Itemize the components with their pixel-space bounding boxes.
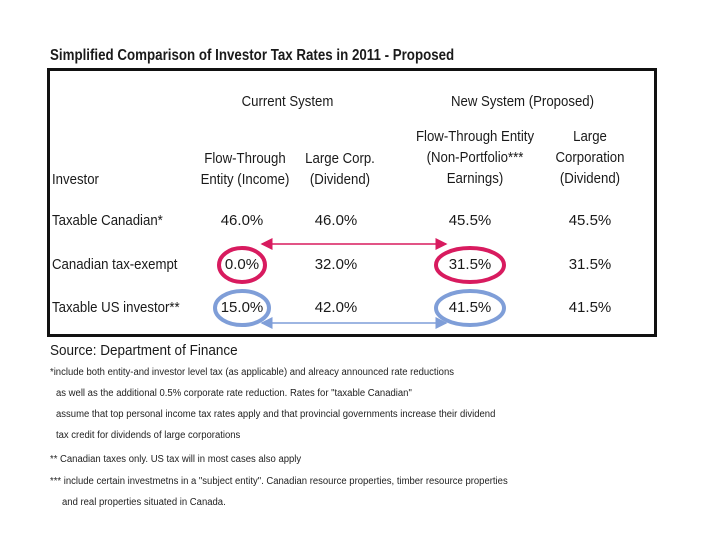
column-header-large-corporation-new: Large Corporation (Dividend) <box>555 128 625 187</box>
row-label-canadian-tax-exempt: Canadian tax-exempt <box>52 256 178 273</box>
footnote-line: tax credit for dividends of large corpor… <box>56 430 241 441</box>
table-cell: 31.5% <box>568 256 612 273</box>
table-cell: 46.0% <box>314 212 358 229</box>
column-header-large-corp-current: Large Corp. (Dividend) <box>305 150 375 188</box>
footnote-line: *** include certain investmetns in a "su… <box>50 476 508 487</box>
table-cell: 31.5% <box>448 256 492 273</box>
footnote-line: *include both entity-and investor level … <box>50 367 455 378</box>
highlight-circle-tax-exempt-current <box>217 246 267 284</box>
footnote-line: as well as the additional 0.5% corporate… <box>56 388 412 399</box>
group-header-new: New System (Proposed) <box>450 93 595 110</box>
table-cell: 42.0% <box>314 299 358 316</box>
table-cell: 41.5% <box>448 299 492 316</box>
column-header-flow-through-new: Flow-Through Entity (Non-Portfolio*** Ea… <box>415 128 535 187</box>
source-note: Source: Department of Finance <box>50 342 238 359</box>
table-cell: 15.0% <box>220 299 264 316</box>
row-label-taxable-canadian: Taxable Canadian* <box>52 212 163 229</box>
page-title: Simplified Comparison of Investor Tax Ra… <box>50 47 455 64</box>
footnote-line: and real properties situated in Canada. <box>62 497 226 508</box>
row-label-taxable-us-investor: Taxable US investor** <box>52 299 180 316</box>
column-header-flow-through-current: Flow-Through Entity (Income) <box>200 150 290 188</box>
highlight-circle-tax-exempt-new <box>434 246 506 284</box>
table-cell: 45.5% <box>448 212 492 229</box>
table-cell: 41.5% <box>568 299 612 316</box>
table-cell: 46.0% <box>220 212 264 229</box>
footnote-line: assume that top personal income tax rate… <box>56 409 496 420</box>
highlight-circle-us-investor-new <box>434 289 506 327</box>
table-cell: 45.5% <box>568 212 612 229</box>
table-cell: 0.0% <box>224 256 260 273</box>
table-cell: 32.0% <box>314 256 358 273</box>
group-header-current: Current System <box>241 93 334 110</box>
footnote-line: ** Canadian taxes only. US tax will in m… <box>50 454 302 465</box>
comparison-table <box>47 68 657 337</box>
highlight-circle-us-investor-current <box>213 289 271 327</box>
column-header-investor: Investor <box>52 171 99 188</box>
